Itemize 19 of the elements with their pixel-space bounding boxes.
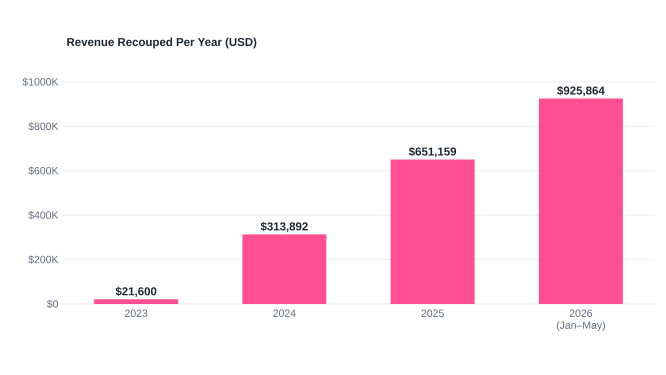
bar bbox=[538, 98, 623, 304]
data-label: $651,159 bbox=[408, 146, 456, 158]
x-tick-label: 2026 (Jan–May) bbox=[556, 310, 605, 331]
bar bbox=[94, 299, 178, 304]
y-tick-label: $600K bbox=[28, 166, 58, 176]
x-tick-label: 2025 bbox=[422, 310, 444, 317]
y-tick-label: $400K bbox=[28, 210, 58, 220]
x-tick-label: 2023 bbox=[125, 310, 148, 317]
data-label: $313,892 bbox=[260, 222, 308, 232]
x-tick-label: 2024 bbox=[273, 310, 296, 317]
bar bbox=[242, 234, 326, 304]
y-tick-label: $0 bbox=[46, 300, 58, 308]
chart-title: Revenue Recouped Per Year (USD) bbox=[67, 38, 256, 48]
data-label: $21,600 bbox=[116, 286, 156, 298]
y-tick-label: $200K bbox=[28, 255, 58, 264]
bar bbox=[390, 159, 475, 304]
y-tick-label: $800K bbox=[28, 122, 58, 131]
y-tick-label: $1000K bbox=[22, 78, 58, 86]
data-label: $925,864 bbox=[557, 86, 605, 96]
